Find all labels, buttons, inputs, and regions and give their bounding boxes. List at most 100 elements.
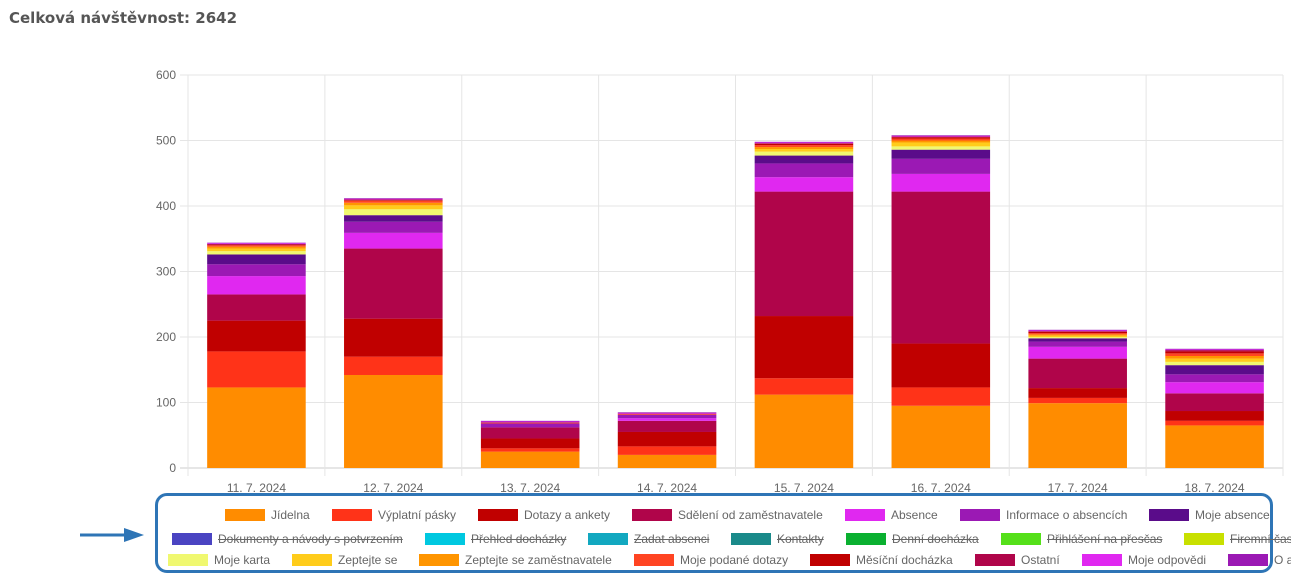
legend-swatch — [1082, 554, 1122, 566]
bar-segment — [1165, 393, 1264, 412]
legend-item[interactable]: Informace o absencích — [960, 506, 1127, 524]
bar-segment — [754, 316, 854, 379]
legend-label: Přihlášení na přesčas — [1047, 532, 1163, 546]
legend-item[interactable]: Přehled docházky — [425, 530, 566, 548]
legend-item[interactable]: Kontakty — [731, 530, 824, 548]
legend-swatch — [960, 509, 1000, 521]
bar-segment — [754, 149, 854, 152]
bar-segment — [480, 451, 580, 468]
bar-segment — [754, 142, 854, 144]
bar-segment — [480, 427, 580, 439]
bar-segment — [480, 422, 580, 424]
bar-segment — [480, 421, 580, 423]
legend-label: Moje karta — [214, 553, 271, 567]
x-tick-label: 12. 7. 2024 — [363, 481, 423, 495]
bar-segment — [891, 140, 991, 143]
bar-segment — [207, 244, 306, 246]
legend-item[interactable]: Dokumenty a návody s potvrzením — [172, 530, 403, 548]
y-tick-label: 500 — [156, 134, 176, 148]
bar-segment — [1165, 350, 1264, 352]
bar-segment — [1028, 346, 1127, 359]
legend-item[interactable]: Zeptejte se — [292, 551, 397, 569]
legend-swatch — [588, 533, 628, 545]
legend-item[interactable]: Výplatní pásky — [332, 506, 456, 524]
legend-item[interactable]: Denní docházka — [846, 530, 979, 548]
bar-segment — [1165, 382, 1264, 394]
bar-segment — [1165, 420, 1264, 426]
legend-label: Informace o absencích — [1006, 508, 1128, 522]
legend-label: Denní docházka — [892, 532, 979, 546]
legend-item[interactable]: Sdělení od zaměstnavatele — [632, 506, 823, 524]
legend-swatch — [225, 509, 265, 521]
y-tick-label: 100 — [156, 396, 176, 410]
legend-row: Dokumenty a návody s potvrzením Přehled d… — [158, 530, 1291, 550]
legend-item[interactable]: O aplikaci — [1228, 551, 1291, 569]
legend-item[interactable]: Moje karta — [168, 551, 270, 569]
legend-item[interactable]: Zeptejte se zaměstnavatele — [419, 551, 612, 569]
y-tick-label: 600 — [156, 68, 176, 82]
legend-label: Ostatní — [1021, 553, 1060, 567]
x-tick-label: 18. 7. 2024 — [1185, 481, 1245, 495]
legend-item[interactable]: Moje absence — [1149, 506, 1270, 524]
legend-item[interactable]: Ostatní — [975, 551, 1060, 569]
bar-segment — [1028, 331, 1127, 332]
bar-segment — [207, 294, 306, 321]
bar-segment — [891, 135, 991, 136]
bar-segment — [207, 351, 306, 388]
bar-segment — [207, 243, 306, 244]
legend-item[interactable]: Moje odpovědi — [1082, 551, 1206, 569]
bar-segment — [207, 320, 306, 352]
bar-segment — [617, 431, 717, 447]
bar-segment — [1028, 334, 1127, 336]
legend-label: Moje odpovědi — [1128, 553, 1207, 567]
legend-item[interactable]: Zadat absenci — [588, 530, 709, 548]
bar-segment — [344, 232, 443, 249]
bar-segment — [754, 143, 854, 144]
bar-segment — [480, 420, 580, 422]
bar-segment — [617, 446, 717, 455]
bar-segment — [891, 142, 991, 147]
bar-segment — [754, 141, 854, 143]
bar-segment — [344, 215, 443, 222]
legend-item[interactable]: Absence — [845, 506, 938, 524]
bar-segment — [344, 318, 443, 357]
bar-segment — [207, 248, 306, 252]
legend-item[interactable]: Dotazy a ankety — [478, 506, 610, 524]
bar-segment — [344, 198, 443, 199]
bar-segment — [617, 412, 717, 413]
chart-legend: Jídelna Výplatní pásky Dotazy a ankety Sděl… — [155, 493, 1291, 573]
bar-segment — [1165, 349, 1264, 351]
legend-item[interactable]: Přihlášení na přesčas — [1001, 530, 1162, 548]
legend-label: Měsíční docházka — [856, 553, 953, 567]
legend-swatch — [1001, 533, 1041, 545]
bar-segment — [754, 145, 854, 148]
bar-segment — [1028, 388, 1127, 398]
legend-label: O aplikaci — [1274, 553, 1291, 567]
bar-segment — [754, 143, 854, 146]
bar-segment — [891, 149, 991, 159]
legend-label: Sdělení od zaměstnavatele — [678, 508, 823, 522]
x-tick-label: 17. 7. 2024 — [1048, 481, 1108, 495]
legend-label: Zadat absenci — [634, 532, 710, 546]
bar-segment — [1028, 397, 1127, 404]
legend-label: Přehled docházky — [471, 532, 567, 546]
bar-segment — [617, 414, 717, 419]
legend-item[interactable]: Měsíční docházka — [810, 551, 953, 569]
legend-item[interactable]: Moje podané dotazy — [634, 551, 788, 569]
y-tick-label: 200 — [156, 330, 176, 344]
legend-row: Jídelna Výplatní pásky Dotazy a ankety Sděl… — [158, 506, 1270, 526]
bar-segment — [344, 200, 443, 201]
bar-segment — [1165, 425, 1264, 468]
y-tick-label: 400 — [156, 199, 176, 213]
bar-segment — [1028, 358, 1127, 389]
bar-segment — [344, 221, 443, 233]
bar-segment — [1165, 355, 1264, 359]
bar-segment — [344, 198, 443, 200]
bar-segment — [754, 155, 854, 164]
legend-label: Zeptejte se — [338, 553, 398, 567]
bar-segment — [207, 245, 306, 247]
legend-item[interactable]: Firemní časopis — [1184, 530, 1291, 548]
bar-segment — [480, 422, 580, 423]
legend-item[interactable]: Jídelna — [225, 506, 310, 524]
bar-segment — [1165, 353, 1264, 356]
